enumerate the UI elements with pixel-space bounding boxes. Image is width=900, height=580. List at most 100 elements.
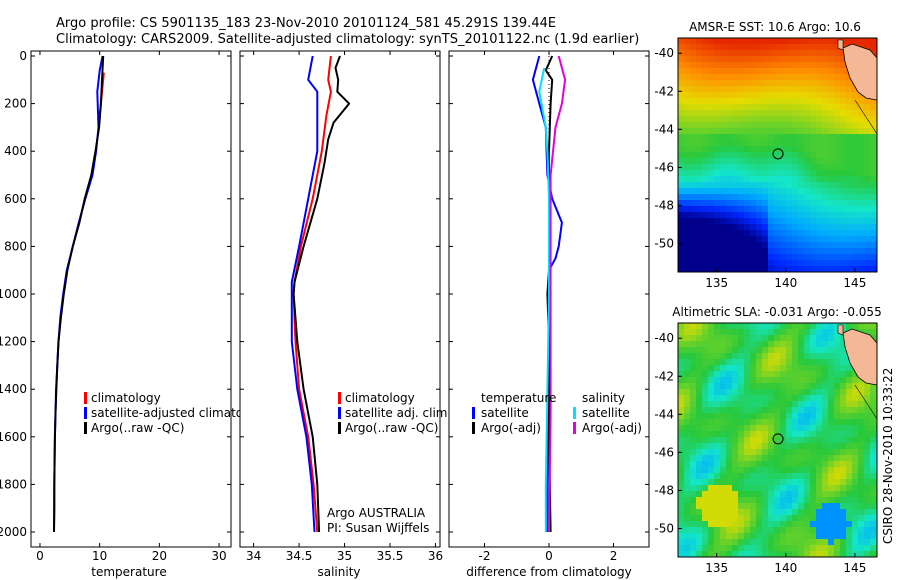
map-cell	[840, 401, 846, 407]
map-cell	[738, 485, 744, 491]
map-cell	[762, 38, 768, 44]
map-cell	[690, 248, 696, 254]
map-cell	[780, 335, 786, 341]
map-cell	[834, 182, 840, 188]
map-cell	[828, 146, 834, 152]
sla-map-image	[678, 323, 878, 557]
map-cell	[696, 401, 702, 407]
map-y-tick-label: -42	[654, 369, 674, 383]
map-cell	[786, 539, 792, 545]
map-cell	[702, 230, 708, 236]
map-cell	[846, 74, 852, 80]
map-cell	[768, 509, 774, 515]
map-cell	[816, 182, 822, 188]
map-cell	[846, 266, 852, 272]
legend-swatch-satellite	[338, 407, 341, 419]
map-cell	[738, 164, 744, 170]
map-cell	[714, 98, 720, 104]
map-cell	[714, 359, 720, 365]
map-cell	[792, 62, 798, 68]
map-cell	[756, 128, 762, 134]
map-cell	[828, 479, 834, 485]
map-cell	[864, 266, 870, 272]
map-cell	[702, 170, 708, 176]
map-cell	[702, 551, 708, 557]
map-cell	[726, 98, 732, 104]
map-cell	[738, 98, 744, 104]
map-cell	[780, 212, 786, 218]
map-cell	[750, 443, 756, 449]
map-cell	[798, 485, 804, 491]
sla-map-title: Altimetric SLA: -0.031 Argo: -0.055	[672, 305, 881, 319]
map-cell	[690, 551, 696, 557]
map-cell	[828, 497, 834, 503]
map-cell	[810, 116, 816, 122]
map-x-tick-label: 145	[843, 561, 866, 575]
map-cell	[684, 254, 690, 260]
map-cell	[756, 260, 762, 266]
map-cell	[846, 407, 852, 413]
map-cell	[762, 353, 768, 359]
map-cell	[822, 407, 828, 413]
map-cell	[804, 473, 810, 479]
map-cell	[804, 122, 810, 128]
map-cell	[786, 449, 792, 455]
map-cell	[690, 455, 696, 461]
map-cell	[768, 335, 774, 341]
map-cell	[684, 236, 690, 242]
map-cell	[792, 194, 798, 200]
map-cell	[828, 539, 834, 545]
map-cell	[738, 473, 744, 479]
map-cell	[732, 236, 738, 242]
map-cell	[744, 260, 750, 266]
map-cell	[696, 212, 702, 218]
y-tick-label: 400	[4, 144, 27, 158]
map-cell	[816, 521, 822, 527]
map-cell	[756, 389, 762, 395]
map-cell	[696, 140, 702, 146]
map-cell	[696, 551, 702, 557]
map-cell	[720, 359, 726, 365]
map-cell	[822, 56, 828, 62]
map-cell	[846, 236, 852, 242]
map-cell	[714, 128, 720, 134]
map-cell	[780, 395, 786, 401]
map-cell	[750, 218, 756, 224]
map-cell	[828, 533, 834, 539]
map-cell	[738, 74, 744, 80]
map-cell	[858, 539, 864, 545]
map-cell	[750, 449, 756, 455]
map-cell	[774, 92, 780, 98]
map-cell	[852, 473, 858, 479]
map-cell	[846, 260, 852, 266]
map-cell	[762, 383, 768, 389]
map-cell	[822, 521, 828, 527]
map-cell	[852, 413, 858, 419]
sst-map-ticks: 135 140 145-40-42-44-46-48-50	[654, 46, 866, 290]
map-cell	[864, 38, 870, 44]
map-cell	[678, 383, 684, 389]
map-cell	[702, 485, 708, 491]
map-cell	[798, 200, 804, 206]
map-cell	[696, 383, 702, 389]
map-cell	[732, 104, 738, 110]
map-cell	[834, 479, 840, 485]
map-cell	[750, 377, 756, 383]
map-cell	[828, 200, 834, 206]
map-cell	[684, 449, 690, 455]
map-cell	[834, 551, 840, 557]
map-cell	[744, 533, 750, 539]
map-cell	[768, 359, 774, 365]
map-cell	[768, 419, 774, 425]
map-cell	[858, 212, 864, 218]
map-cell	[750, 134, 756, 140]
map-cell	[708, 503, 714, 509]
map-cell	[810, 80, 816, 86]
map-cell	[822, 74, 828, 80]
map-cell	[852, 383, 858, 389]
map-cell	[780, 341, 786, 347]
map-cell	[786, 128, 792, 134]
map-cell	[852, 230, 858, 236]
map-cell	[750, 413, 756, 419]
map-cell	[816, 140, 822, 146]
